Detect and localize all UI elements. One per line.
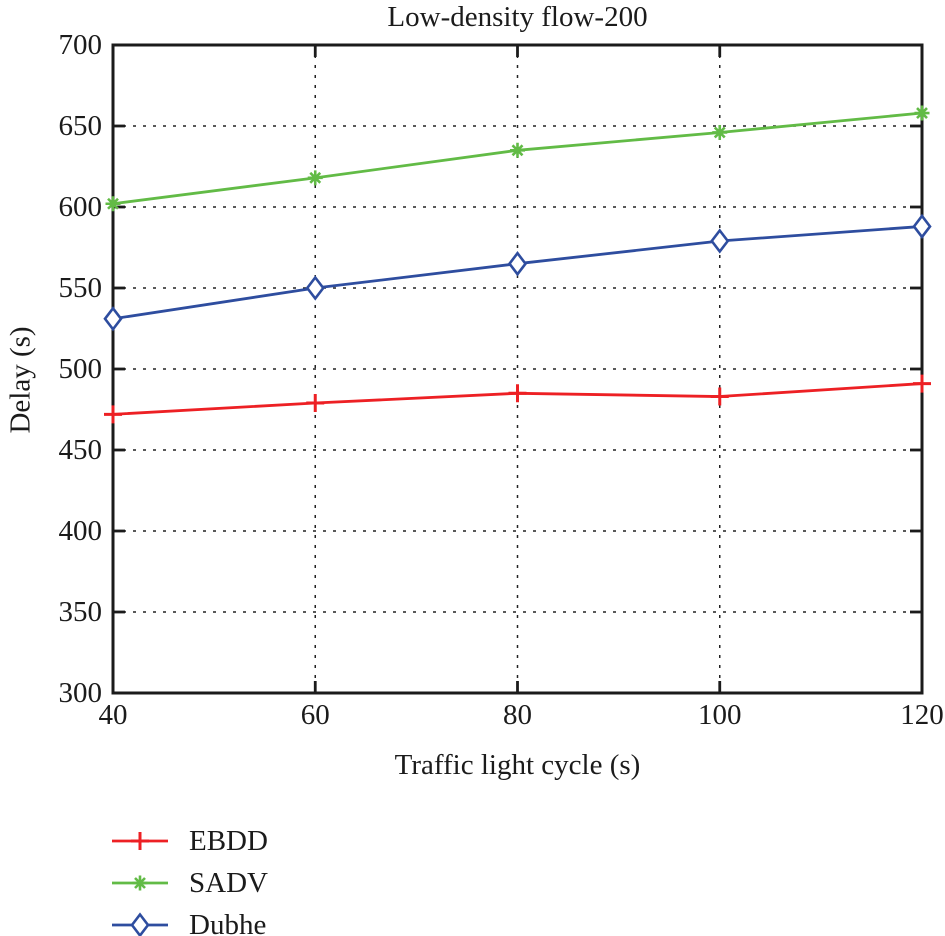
marker-ebdd-40 [104,405,122,424]
y-tick-label-400: 400 [58,515,103,547]
y-tick-label-550: 550 [58,272,103,304]
marker-legend-dubhe [130,912,150,936]
legend-line-marker-sample-ebdd [110,828,170,854]
y-tick-label-350: 350 [58,596,103,628]
legend-sample-svg-ebdd [112,832,168,850]
marker-sadv-120 [914,105,930,121]
marker-dubhe-80 [507,251,528,277]
legend-item-ebdd: EBDD [110,820,268,862]
marker-dubhe-40 [103,306,123,332]
marker-ebdd-60 [306,394,325,413]
marker-sadv-60 [307,170,323,186]
marker-sadv-40 [105,196,121,212]
x-tick-label-60: 60 [300,699,330,731]
legend-sample-svg-dubhe [112,912,168,936]
x-tick-label-80: 80 [503,699,532,731]
chart-title: Low-density flow-200 [387,1,648,33]
legend: EBDD SADV Dubhe [110,820,268,936]
marker-dubhe-60 [305,275,325,301]
marker-sadv-80 [510,142,525,158]
y-tick-label-650: 650 [58,110,103,142]
y-tick-label-700: 700 [58,29,103,61]
x-tick-label-100: 100 [698,699,742,731]
legend-item-dubhe: Dubhe [110,904,268,936]
marker-dubhe-120 [912,213,932,240]
legend-line-marker-sample-dubhe [110,912,170,936]
marker-ebdd-80 [508,384,527,403]
marker-ebdd-100 [710,387,729,406]
y-tick-label-600: 600 [58,191,103,223]
marker-sadv-100 [712,124,728,140]
legend-sample-svg-sadv [112,875,168,891]
marker-dubhe-100 [710,228,730,254]
marker-ebdd-120 [913,374,931,393]
legend-line-marker-sample-sadv [110,870,170,896]
legend-item-sadv: SADV [110,862,268,904]
x-tick-label-120: 120 [900,699,944,731]
marker-legend-ebdd [131,832,149,850]
y-tick-label-300: 300 [58,677,103,709]
marker-legend-sadv [132,875,148,891]
y-tick-label-450: 450 [58,434,103,466]
y-tick-label-500: 500 [58,353,103,385]
x-axis-label: Traffic light cycle (s) [394,749,641,781]
legend-label-ebdd: EBDD [189,824,268,857]
x-tick-label-40: 40 [98,699,128,731]
legend-label-sadv: SADV [189,866,268,899]
legend-label-dubhe: Dubhe [189,908,267,936]
